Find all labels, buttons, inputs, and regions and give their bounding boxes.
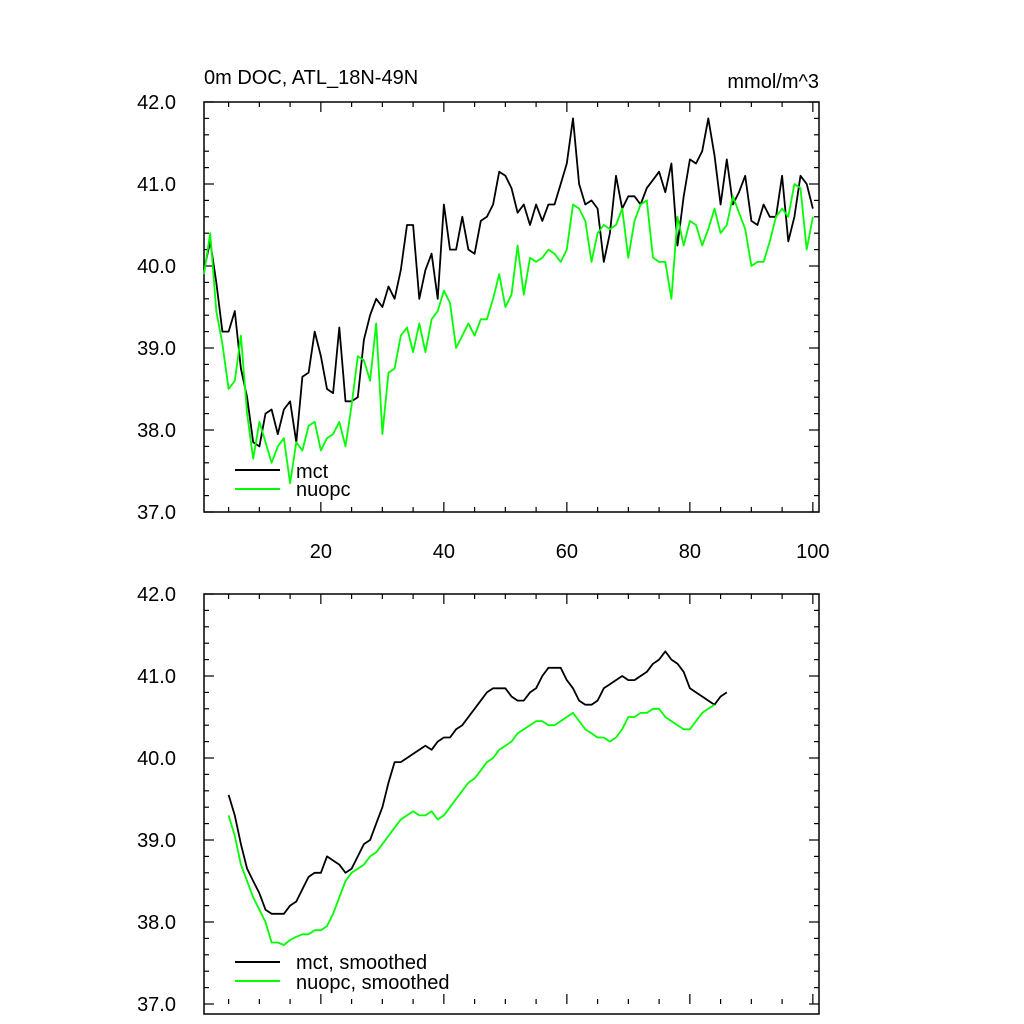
top-x-tick-label: 100: [796, 541, 829, 563]
bottom-legend-mct-label: mct, smoothed: [296, 952, 427, 974]
bottom-y-tick-label: 40.0: [137, 748, 176, 770]
top-legend: mct nuopc: [235, 461, 351, 501]
bottom-y-tick-label: 41.0: [137, 666, 176, 688]
top-series: [203, 117, 814, 485]
bottom-ticks: 37.0 38.0 39.0 40.0 41.0 42.0: [137, 584, 819, 1016]
bottom-legend-nuopc-label: nuopc, smoothed: [296, 972, 449, 994]
top-y-tick-label: 42.0: [137, 92, 176, 114]
top-chart-units: mmol/m^3: [727, 71, 819, 93]
top-ticks: 37.0 38.0 39.0 40.0 41.0 42.0 20 40 60 80 100: [137, 92, 829, 563]
bottom-series: [227, 650, 728, 946]
top-y-tick-label: 41.0: [137, 174, 176, 196]
bottom-y-tick-label: 38.0: [137, 912, 176, 934]
top-series-nuopc: [203, 183, 814, 485]
top-x-tick-label: 40: [433, 541, 455, 563]
top-series-mct: [203, 117, 814, 448]
bottom-y-tick-label: 37.0: [137, 994, 176, 1016]
top-y-tick-label: 37.0: [137, 502, 176, 524]
top-legend-nuopc-label: nuopc: [296, 479, 351, 501]
top-y-tick-label: 40.0: [137, 256, 176, 278]
bottom-y-tick-label: 39.0: [137, 830, 176, 852]
top-x-tick-label: 20: [310, 541, 332, 563]
top-plot-frame: [203, 101, 820, 513]
bottom-series-nuopc-smoothed: [227, 703, 715, 946]
bottom-plot-frame: [203, 593, 820, 1015]
top-legend-mct-label: mct: [296, 461, 329, 483]
bottom-panel: 37.0 38.0 39.0 40.0 41.0 42.0 mct, smoothed n…: [137, 584, 820, 1016]
top-x-tick-label: 60: [556, 541, 578, 563]
top-x-tick-label: 80: [679, 541, 701, 563]
bottom-y-tick-label: 42.0: [137, 584, 176, 606]
bottom-series-mct-smoothed: [227, 650, 728, 915]
top-y-tick-label: 38.0: [137, 420, 176, 442]
top-panel: 0m DOC, ATL_18N-49N mmol/m^3 37.0 38.0 39.…: [137, 67, 829, 563]
top-chart-title: 0m DOC, ATL_18N-49N: [204, 67, 418, 89]
bottom-legend: mct, smoothed nuopc, smoothed: [235, 952, 449, 994]
top-y-tick-label: 39.0: [137, 338, 176, 360]
